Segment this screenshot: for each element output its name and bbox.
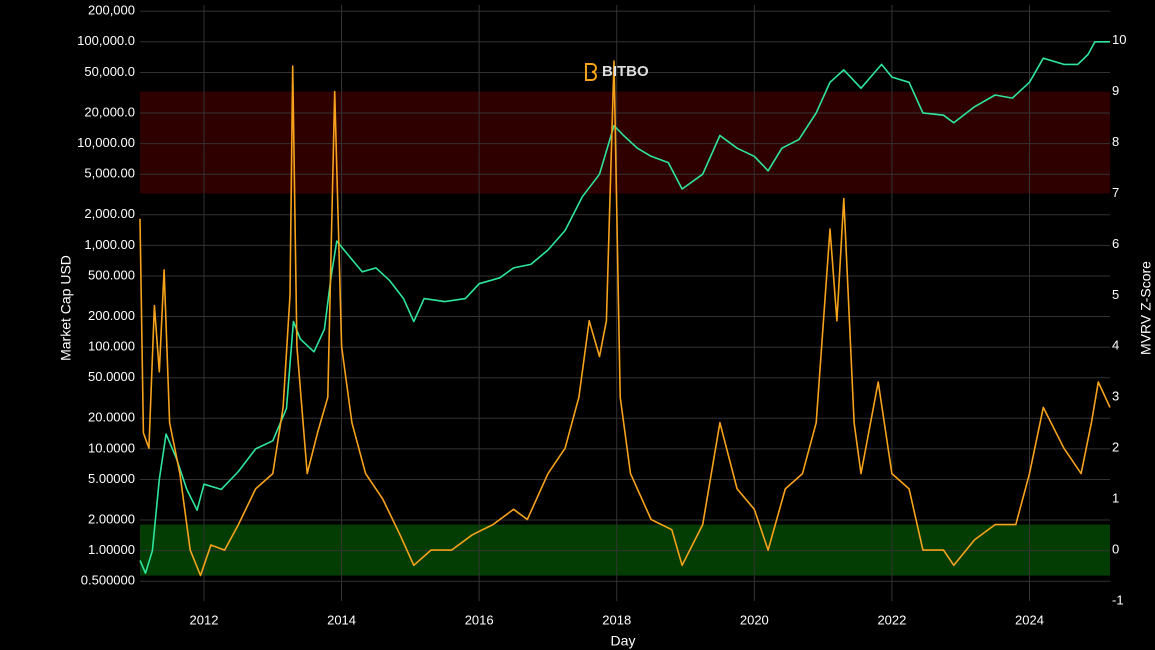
y2-tick-label: -1 — [1112, 592, 1124, 607]
y2-tick-label: 0 — [1112, 541, 1119, 556]
y-tick-label: 2,000.00 — [84, 206, 135, 221]
y-tick-label: 1.00000 — [88, 542, 135, 557]
band — [140, 91, 1110, 194]
y-tick-label: 20,000.0 — [84, 104, 135, 119]
y2-tick-label: 3 — [1112, 389, 1119, 404]
y2-axis-title: MVRV Z-Score — [1138, 261, 1154, 355]
x-tick-label: 2022 — [877, 612, 906, 627]
series-line — [139, 60, 1111, 577]
y-tick-label: 0.500000 — [81, 573, 135, 588]
y2-tick-label: 10 — [1112, 32, 1126, 47]
y2-tick-label: 2 — [1112, 440, 1119, 455]
grid: 2012 2014 2016 2018 2020 2022 20240.5000001.00… — [77, 3, 1126, 628]
watermark: BITBO — [585, 63, 649, 81]
y-tick-label: 200,000 — [88, 3, 135, 18]
y2-tick-label: 4 — [1112, 338, 1119, 353]
y-tick-label: 2.00000 — [88, 511, 135, 526]
y2-tick-label: 7 — [1112, 185, 1119, 200]
x-tick-label: 2020 — [740, 612, 769, 627]
y2-tick-label: 1 — [1112, 491, 1119, 506]
y-axis-title: Market Cap USD — [58, 255, 74, 361]
y-tick-label: 5,000.00 — [84, 166, 135, 181]
y-tick-label: 100,000.0 — [77, 33, 135, 48]
y-tick-label: 20.0000 — [88, 410, 135, 425]
logo-icon — [585, 63, 597, 81]
y-tick-label: 50.0000 — [88, 369, 135, 384]
x-tick-label: 2016 — [465, 612, 494, 627]
x-tick-label: 2018 — [602, 612, 631, 627]
plot — [139, 41, 1111, 577]
x-axis-title: Day — [611, 633, 636, 649]
x-tick-label: 2012 — [190, 612, 219, 627]
y-tick-label: 10,000.00 — [77, 135, 135, 150]
y-tick-label: 1,000.00 — [84, 237, 135, 252]
y-tick-label: 200.000 — [88, 308, 135, 323]
band — [140, 524, 1110, 576]
watermark-text: BITBO — [602, 63, 649, 80]
y-tick-label: 500.000 — [88, 267, 135, 282]
y-tick-label: 10.0000 — [88, 440, 135, 455]
x-tick-label: 2024 — [1015, 612, 1044, 627]
y-tick-label: 100.000 — [88, 339, 135, 354]
y2-tick-label: 6 — [1112, 236, 1119, 251]
x-tick-label: 2014 — [327, 612, 356, 627]
y-tick-label: 50,000.0 — [84, 64, 135, 79]
bands — [140, 91, 1110, 576]
series-line — [139, 41, 1110, 574]
y2-tick-label: 5 — [1112, 287, 1119, 302]
y2-tick-label: 9 — [1112, 83, 1119, 98]
y-tick-label: 5.00000 — [88, 471, 135, 486]
y2-tick-label: 8 — [1112, 134, 1119, 149]
